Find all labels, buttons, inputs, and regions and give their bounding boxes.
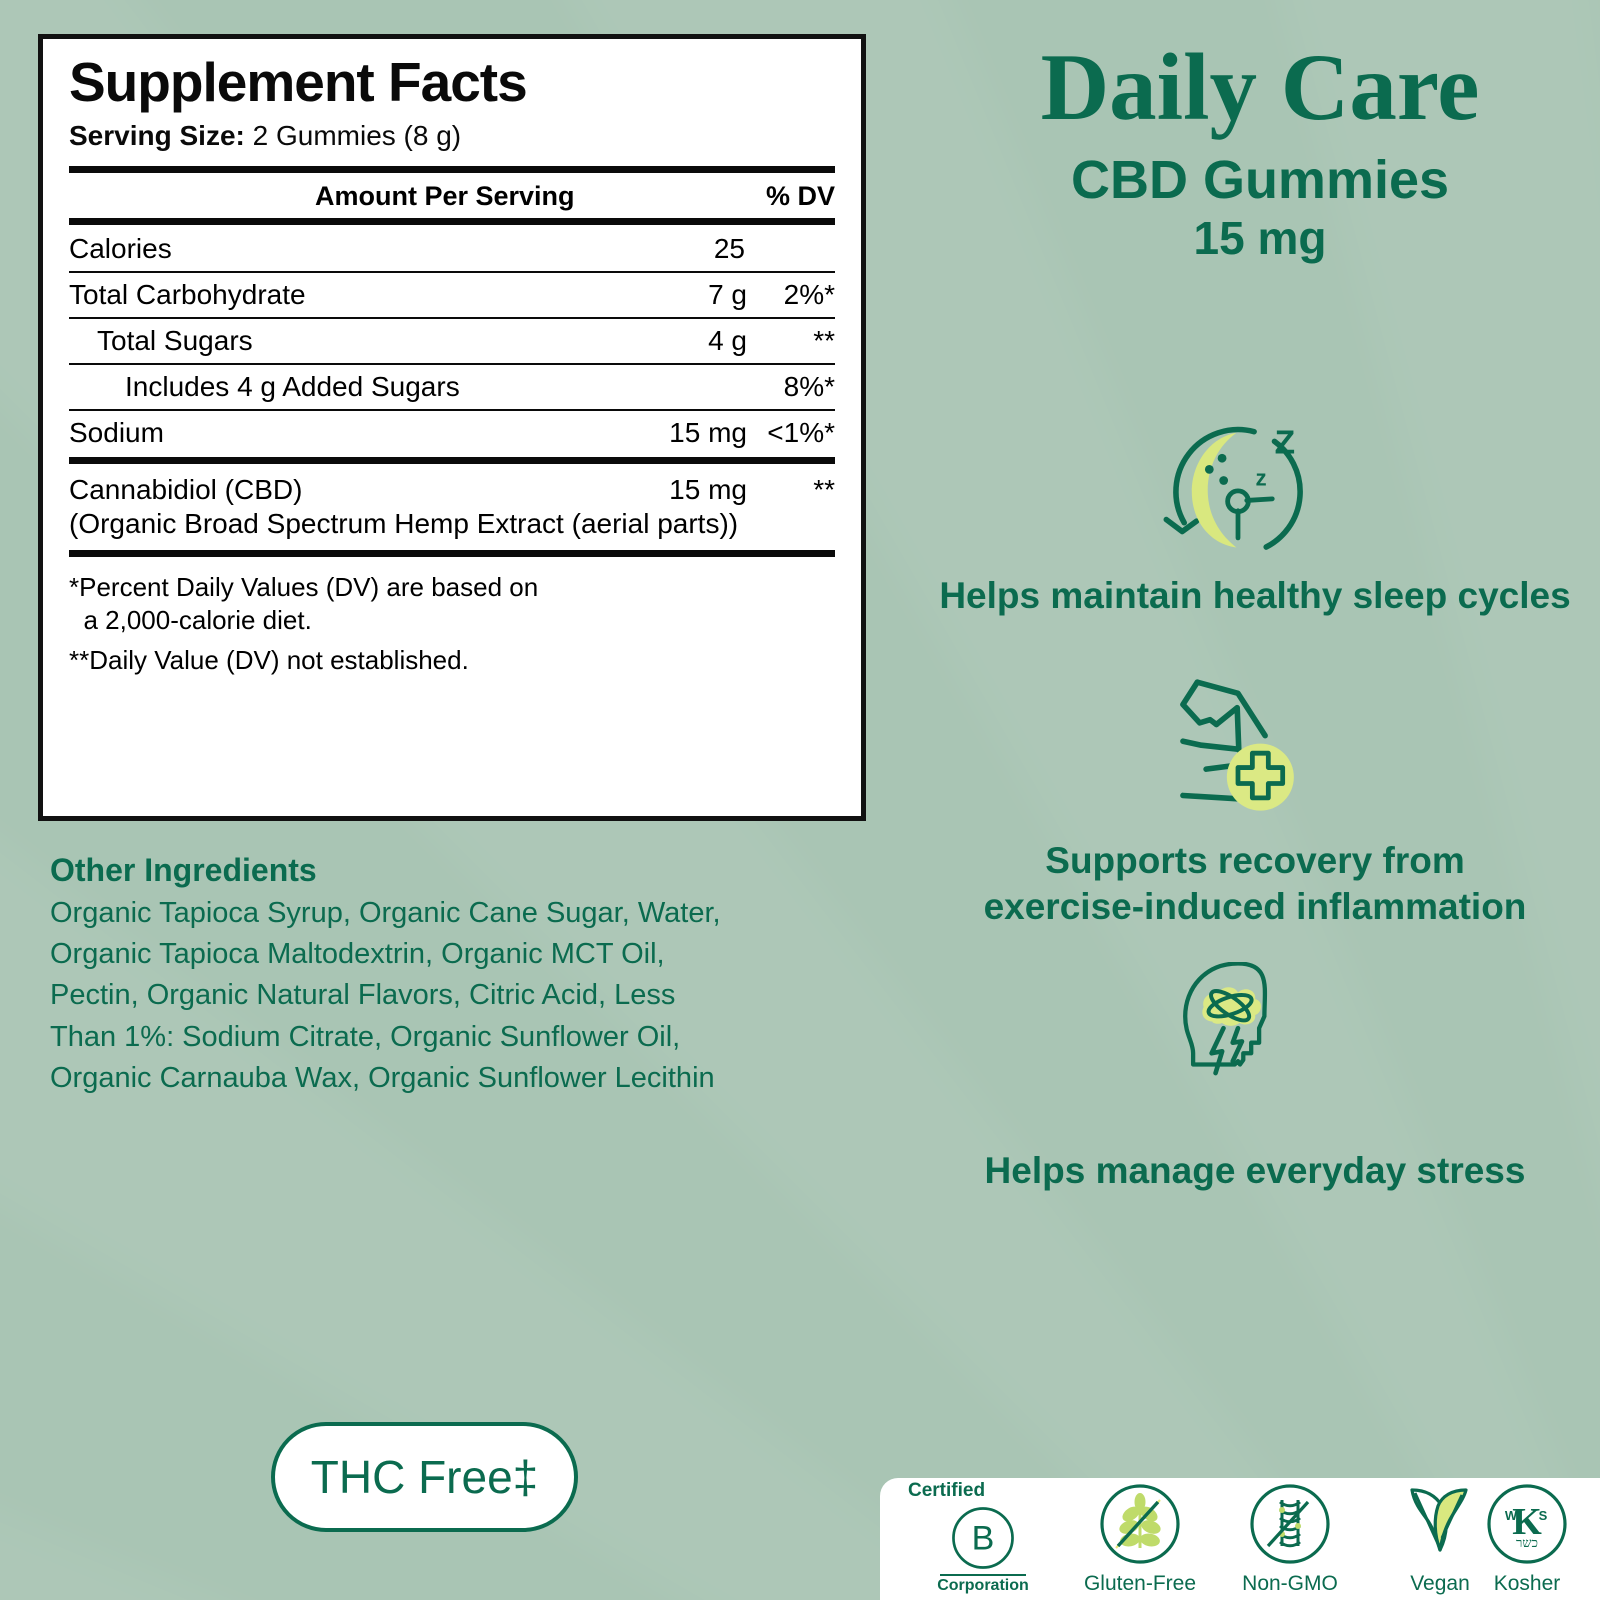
svg-text:כשר: כשר bbox=[1516, 1535, 1538, 1550]
svg-text:Z: Z bbox=[1275, 424, 1295, 461]
svg-text:S: S bbox=[1539, 1508, 1548, 1523]
svg-text:W: W bbox=[1505, 1508, 1518, 1523]
svg-text:z: z bbox=[1256, 465, 1267, 490]
svg-text:B: B bbox=[972, 1520, 995, 1558]
